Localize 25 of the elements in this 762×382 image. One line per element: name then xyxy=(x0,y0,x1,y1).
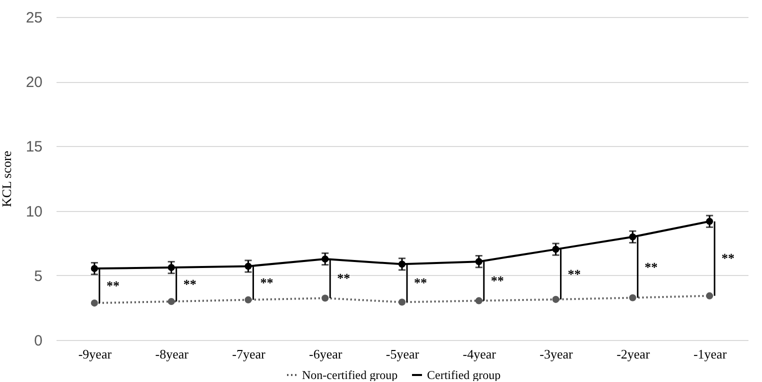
x-tick-label: -3year xyxy=(540,346,574,362)
x-tick-label: -5year xyxy=(386,346,420,362)
y-tick-label: 25 xyxy=(26,10,42,26)
x-tick-label: -8year xyxy=(155,346,190,362)
annotation: ** xyxy=(644,259,658,274)
y-tick-label: 10 xyxy=(26,203,42,220)
y-tick-label: 15 xyxy=(26,138,42,156)
annotation: ** xyxy=(722,250,735,266)
annotation: ** xyxy=(260,275,274,290)
y-tick-label: 20 xyxy=(26,74,42,92)
x-tick-label: -4year xyxy=(462,346,497,362)
y-tick-label: 0 xyxy=(34,332,42,350)
annotation: ** xyxy=(183,276,196,292)
x-tick-label: -1year xyxy=(693,346,728,362)
annotation: ** xyxy=(568,266,581,282)
x-tick-label: -6year xyxy=(309,346,343,362)
y-tick-label: 5 xyxy=(34,268,42,285)
annotation: ** xyxy=(414,275,427,290)
annotation: ** xyxy=(106,278,120,293)
x-tick-label: -9year xyxy=(78,346,112,362)
x-tick-label: -2year xyxy=(616,346,650,362)
y-axis-title: KCL score xyxy=(0,150,14,208)
annotation: ** xyxy=(490,273,504,288)
annotation: ** xyxy=(337,270,350,286)
x-tick-label: -7year xyxy=(232,346,266,362)
